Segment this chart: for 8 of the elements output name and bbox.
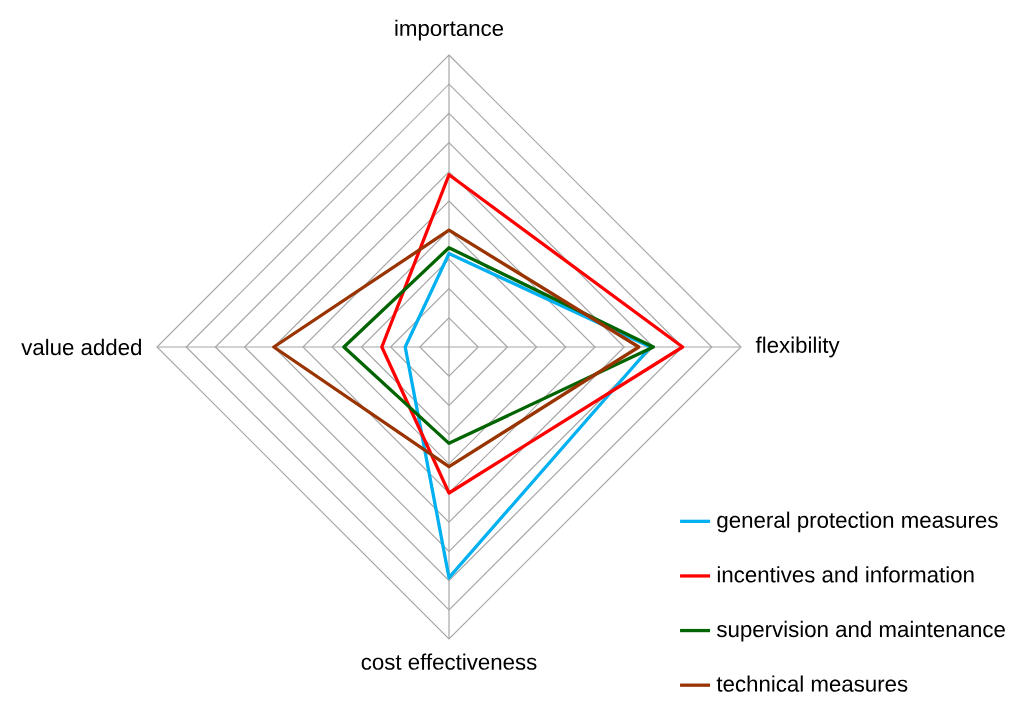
spoke-label: importance	[395, 19, 504, 41]
spoke-label: cost effectiveness	[361, 653, 537, 670]
legend-label: general protection measures	[717, 511, 998, 533]
spoke-label: flexibility	[755, 336, 840, 358]
legend-label: technical measures	[716, 675, 908, 692]
legend-label: supervision and maintenance	[717, 620, 1005, 642]
legend-label: incentives and information	[717, 566, 974, 583]
spoke-label: value added	[21, 338, 141, 356]
